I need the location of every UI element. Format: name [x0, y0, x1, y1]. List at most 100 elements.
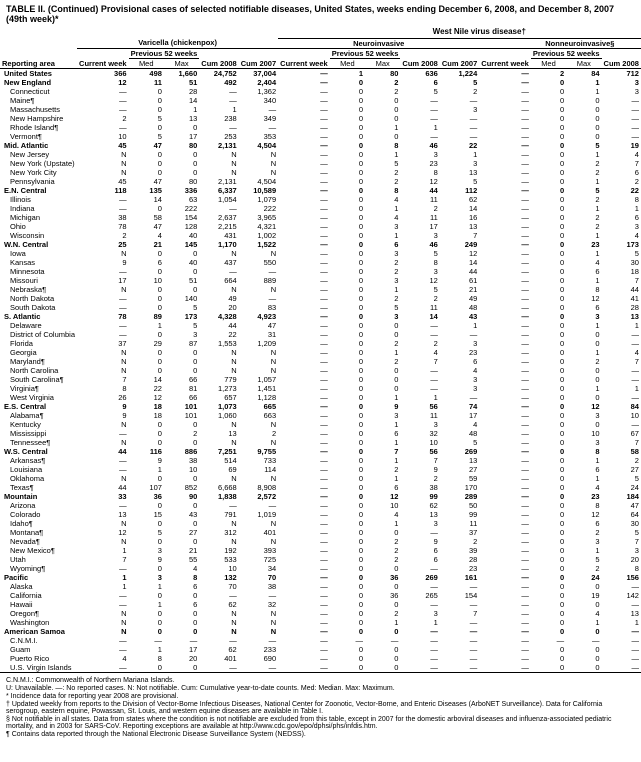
data-cell: —	[278, 654, 330, 663]
data-cell: 1	[440, 321, 479, 330]
data-cell: 0	[330, 555, 365, 564]
data-cell: —	[278, 447, 330, 456]
data-cell: 10	[365, 501, 400, 510]
data-cell: 56	[400, 402, 439, 411]
data-cell: 47	[129, 141, 164, 150]
data-cell: 38	[239, 582, 278, 591]
data-cell: N	[239, 519, 278, 528]
data-cell: 192	[199, 546, 238, 555]
data-cell: 10,589	[239, 186, 278, 195]
data-cell: 0	[365, 600, 400, 609]
data-cell: —	[479, 510, 531, 519]
data-cell: —	[602, 420, 641, 429]
data-cell: 5	[440, 78, 479, 87]
data-cell: —	[479, 150, 531, 159]
data-cell: 0	[330, 222, 365, 231]
data-cell: 23	[566, 240, 601, 249]
table-row: Minnesota—00———02344—061857	[0, 267, 641, 276]
data-cell: 46	[400, 141, 439, 150]
data-cell: 0	[330, 627, 365, 636]
data-cell: —	[278, 411, 330, 420]
wnv-header: West Nile virus disease†	[278, 26, 641, 38]
data-cell: 67	[602, 429, 641, 438]
data-cell: 8	[129, 654, 164, 663]
data-cell: N	[239, 420, 278, 429]
data-cell: —	[479, 87, 531, 96]
table-row: Maryland¶N00NN—0276—0274	[0, 357, 641, 366]
data-cell: —	[278, 537, 330, 546]
data-cell: 0	[330, 402, 365, 411]
data-cell: —	[278, 519, 330, 528]
area-cell: Minnesota	[0, 267, 77, 276]
data-cell: 4,504	[239, 177, 278, 186]
data-cell: 4	[164, 564, 199, 573]
data-cell: —	[278, 105, 330, 114]
data-cell: —	[479, 303, 531, 312]
prev-header: Previous 52 weeks	[129, 48, 200, 58]
table-row: Wisconsin24404311,002—0137—0146	[0, 231, 641, 240]
data-cell: 63	[164, 195, 199, 204]
data-cell: 10	[602, 411, 641, 420]
data-cell: 0	[164, 519, 199, 528]
data-cell: 6	[602, 168, 641, 177]
data-cell: 0	[531, 213, 566, 222]
area-cell: Mississippi	[0, 429, 77, 438]
data-cell: 0	[330, 195, 365, 204]
data-cell: 0	[531, 627, 566, 636]
area-cell: Georgia	[0, 348, 77, 357]
data-cell: 3	[440, 159, 479, 168]
data-cell: 0	[330, 411, 365, 420]
data-cell: 340	[239, 96, 278, 105]
data-cell: 550	[239, 258, 278, 267]
data-cell: 0	[164, 249, 199, 258]
data-cell: 20	[602, 555, 641, 564]
data-cell: 8	[400, 168, 439, 177]
data-cell: 0	[531, 276, 566, 285]
data-cell: 3	[400, 519, 439, 528]
table-row: Delaware—154447—00—1—011—	[0, 321, 641, 330]
med-header: Med	[129, 58, 164, 68]
data-cell: 0	[531, 249, 566, 258]
data-cell: —	[199, 636, 238, 645]
data-cell: N	[239, 609, 278, 618]
data-cell: 0	[164, 537, 199, 546]
data-cell: 5	[440, 177, 479, 186]
data-cell: 9	[77, 411, 129, 420]
data-cell: —	[278, 384, 330, 393]
data-cell: —	[479, 393, 531, 402]
data-cell: 0	[531, 105, 566, 114]
footnote-line: ¶ Contains data reported through the Nat…	[6, 731, 635, 738]
table-row: Illinois—14631,0541,079—041162—02838	[0, 195, 641, 204]
data-cell: 4,321	[239, 222, 278, 231]
data-cell: 2,131	[199, 141, 238, 150]
data-cell: 0	[531, 429, 566, 438]
data-cell: 128	[164, 222, 199, 231]
area-cell: New York (Upstate)	[0, 159, 77, 168]
data-cell: —	[278, 312, 330, 321]
data-cell: 2	[566, 159, 601, 168]
data-cell: 1	[129, 582, 164, 591]
data-cell: 36	[365, 573, 400, 582]
data-cell: 1	[129, 321, 164, 330]
data-cell: 7	[602, 276, 641, 285]
data-cell: 6	[164, 582, 199, 591]
data-cell: —	[164, 636, 199, 645]
table-row: Alabama¶9181011,060663—031117—03107	[0, 411, 641, 420]
area-cell: Pennsylvania	[0, 177, 77, 186]
data-cell: 1,057	[239, 375, 278, 384]
data-cell: —	[77, 195, 129, 204]
data-cell: 66	[164, 393, 199, 402]
data-cell: 156	[602, 573, 641, 582]
data-cell: 10	[400, 438, 439, 447]
data-cell: N	[239, 348, 278, 357]
data-cell: —	[278, 330, 330, 339]
data-cell: N	[199, 249, 238, 258]
data-cell: 0	[129, 663, 164, 672]
data-cell: 12	[77, 528, 129, 537]
data-cell: 1	[365, 231, 400, 240]
data-cell: —	[400, 132, 439, 141]
footnote-line: * Incidence data for reporting year 2008…	[6, 693, 635, 700]
data-cell: 1	[365, 204, 400, 213]
table-row: Pacific13813270—036269161—024156245	[0, 573, 641, 582]
data-cell: 0	[566, 366, 601, 375]
